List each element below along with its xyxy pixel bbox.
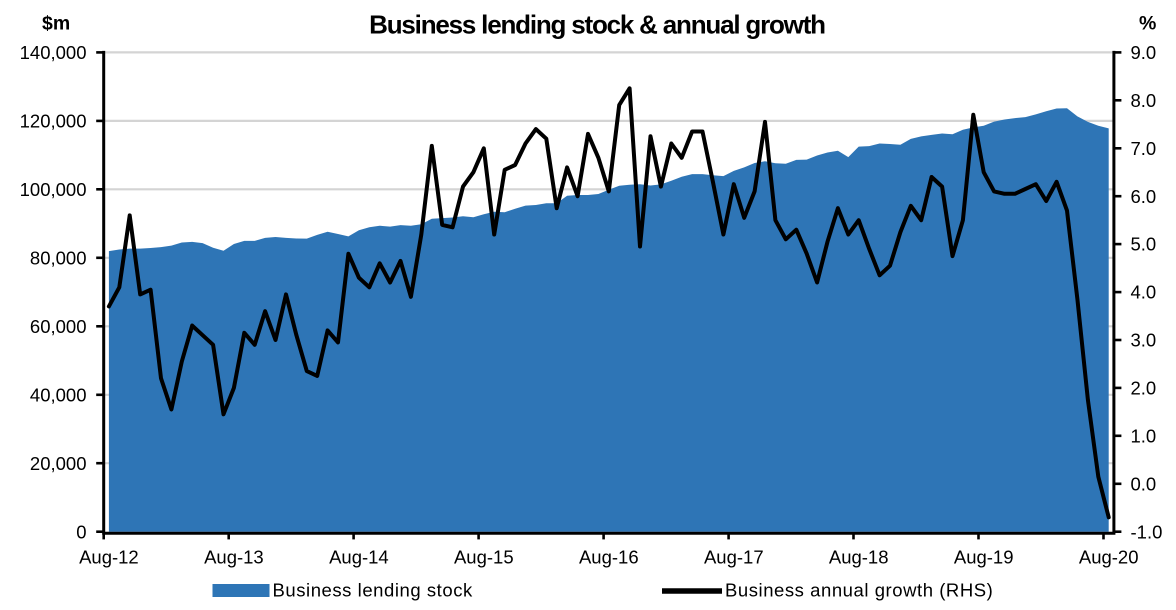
svg-text:0.0: 0.0: [1131, 473, 1157, 494]
svg-text:9.0: 9.0: [1131, 42, 1157, 63]
svg-text:40,000: 40,000: [30, 384, 87, 405]
svg-text:-1.0: -1.0: [1131, 521, 1163, 542]
svg-text:Aug-17: Aug-17: [704, 547, 764, 568]
svg-text:%: %: [1139, 13, 1156, 35]
svg-text:140,000: 140,000: [20, 42, 87, 63]
svg-text:Business lending stock & annua: Business lending stock & annual growth: [369, 10, 825, 40]
svg-text:80,000: 80,000: [30, 247, 87, 268]
svg-text:20,000: 20,000: [30, 453, 87, 474]
svg-text:5.0: 5.0: [1131, 234, 1157, 255]
svg-text:2.0: 2.0: [1131, 378, 1157, 399]
svg-text:Business annual growth (RHS): Business annual growth (RHS): [725, 580, 993, 601]
svg-text:Aug-19: Aug-19: [954, 547, 1014, 568]
svg-text:120,000: 120,000: [20, 111, 87, 132]
svg-text:4.0: 4.0: [1131, 282, 1157, 303]
svg-text:Aug-16: Aug-16: [579, 547, 639, 568]
svg-text:60,000: 60,000: [30, 316, 87, 337]
svg-text:Aug-14: Aug-14: [329, 547, 389, 568]
svg-text:6.0: 6.0: [1131, 186, 1157, 207]
svg-text:3.0: 3.0: [1131, 330, 1157, 351]
svg-text:8.0: 8.0: [1131, 90, 1157, 111]
svg-text:7.0: 7.0: [1131, 138, 1157, 159]
svg-text:Business lending stock: Business lending stock: [273, 580, 473, 601]
svg-text:Aug-13: Aug-13: [204, 547, 264, 568]
svg-text:1.0: 1.0: [1131, 425, 1157, 446]
svg-text:Aug-18: Aug-18: [829, 547, 889, 568]
svg-text:Aug-20: Aug-20: [1079, 547, 1139, 568]
svg-text:0: 0: [76, 521, 86, 542]
svg-text:100,000: 100,000: [20, 179, 87, 200]
svg-text:$m: $m: [42, 13, 70, 35]
svg-text:Aug-15: Aug-15: [454, 547, 514, 568]
svg-text:Aug-12: Aug-12: [79, 547, 139, 568]
